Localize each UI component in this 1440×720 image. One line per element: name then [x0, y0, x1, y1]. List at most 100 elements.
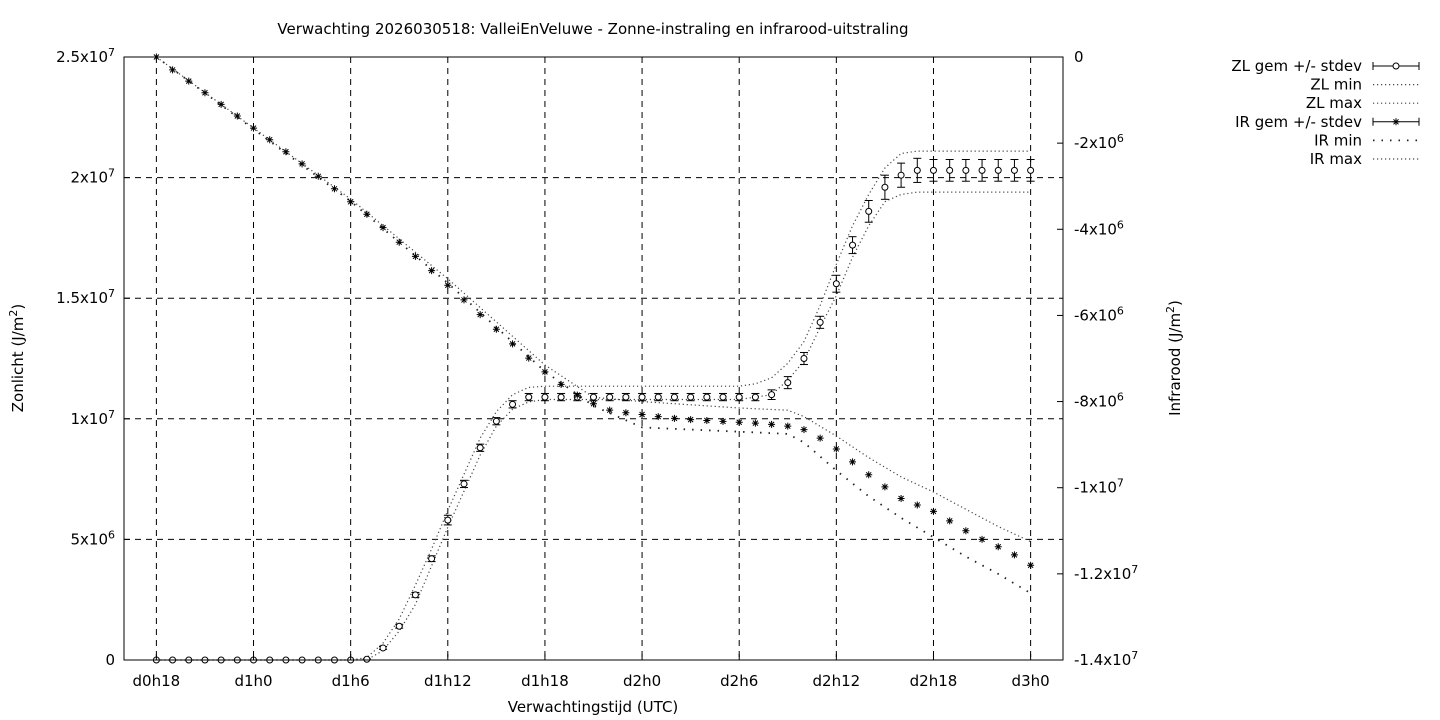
zl-point [557, 392, 566, 402]
ir-point [590, 400, 597, 408]
x-tick-label: d2h0 [623, 672, 661, 690]
zl-point [459, 479, 468, 489]
zl-point [832, 274, 841, 293]
series-line-zl-min [156, 191, 1031, 661]
zl-point [411, 591, 420, 599]
ir-point [395, 238, 403, 246]
ir-point [994, 543, 1002, 551]
y-tick-label: 1x107 [70, 408, 115, 428]
ir-point [217, 100, 225, 108]
ir-point [460, 296, 468, 304]
ir-point [735, 418, 743, 426]
ir-point [250, 124, 258, 132]
zl-point [476, 443, 485, 452]
ir-point [169, 66, 177, 74]
x-tick-label: d3h0 [1012, 672, 1050, 690]
ir-point [881, 483, 889, 491]
ir-point [865, 471, 873, 479]
x-tick-label: d0h18 [133, 672, 181, 690]
zl-point [621, 392, 630, 402]
legend-label: ZL min [1310, 76, 1362, 94]
legend-label: ZL max [1306, 94, 1362, 112]
zl-point [670, 392, 679, 402]
x-tick-label: d2h12 [813, 672, 861, 690]
zl-point [864, 200, 873, 223]
ir-point [363, 210, 371, 218]
ir-point [411, 252, 419, 260]
zl-point [880, 174, 889, 200]
series-line-zl-max [156, 150, 1031, 661]
y-axis-label: Zonlicht (J/m2) [7, 304, 27, 413]
ir-point [492, 325, 500, 333]
ir-point [816, 434, 824, 442]
zl-point [638, 392, 647, 402]
ir-point [233, 112, 241, 120]
zl-point [767, 389, 776, 401]
ir-point [314, 172, 322, 180]
min-max-envelopes [155, 56, 1032, 661]
grid-lines [124, 57, 1063, 660]
plot-frame [123, 56, 1064, 661]
ir-point [832, 445, 840, 453]
zl-point [362, 655, 371, 663]
ir-point [525, 354, 533, 362]
zl-point [508, 400, 517, 409]
zl-point [751, 392, 760, 402]
y2-tick-label: -1.2x107 [1074, 563, 1138, 583]
series-line-ir-min [155, 56, 1032, 594]
ir-point [913, 501, 921, 509]
ir-point [687, 416, 695, 424]
zl-point [978, 159, 987, 182]
ir-point [509, 340, 517, 348]
zl-point [524, 392, 533, 402]
zl-point [961, 159, 970, 182]
zl-point [540, 392, 549, 402]
x-tick-label: d2h18 [910, 672, 958, 690]
ir-point [330, 185, 338, 193]
zl-point [913, 157, 922, 183]
x-tick-label: d1h18 [521, 672, 569, 690]
y2-axis-label: Infrarood (J/m2) [1164, 300, 1184, 416]
ir-point [670, 414, 678, 422]
y2-tick-label: -2x106 [1074, 132, 1124, 152]
legend-label: IR max [1310, 150, 1362, 168]
ir-point [428, 267, 436, 275]
axes: d0h18 d1h0 d1h6 d1h12 d1h18 d2h0 d2h6 d2h12 d2h1… [7, 46, 1184, 690]
ir-point [347, 198, 355, 206]
x-tick-label: d1h0 [234, 672, 272, 690]
ir-point [703, 417, 711, 425]
y2-tick-label: 0 [1074, 48, 1084, 66]
zl-point [848, 236, 857, 255]
y-tick-label: 1.5x107 [56, 287, 115, 307]
y-tick-label: 5x106 [70, 528, 115, 548]
ir-point [654, 413, 662, 421]
ir-point [444, 281, 452, 289]
ir-point [638, 410, 646, 418]
y2-tick-label: -1.4x107 [1074, 649, 1138, 669]
zl-point [395, 622, 404, 630]
zl-point [1010, 159, 1019, 182]
x-tick-label: d1h12 [424, 672, 472, 690]
y2-tick-label: -4x106 [1074, 218, 1124, 238]
zl-point [719, 392, 728, 402]
x-tick-label: d2h6 [720, 672, 758, 690]
zl-point [379, 644, 388, 652]
data-points [152, 53, 1035, 664]
y2-tick-label: -8x106 [1074, 391, 1124, 411]
legend-label: ZL gem +/- stdev [1231, 57, 1362, 75]
ir-point [573, 391, 581, 399]
zl-point [897, 162, 906, 188]
ir-point [897, 494, 905, 502]
y-tick-label: 0 [105, 651, 115, 669]
y2-tick-label: -6x106 [1074, 304, 1124, 324]
ir-point [1027, 561, 1035, 569]
zl-point [605, 392, 614, 402]
ir-point [201, 89, 209, 97]
legend-label: IR gem +/- stdev [1235, 113, 1362, 131]
ir-point [849, 458, 857, 466]
zl-point [799, 351, 808, 366]
ir-point [751, 419, 759, 427]
zl-point [492, 417, 501, 426]
zl-point [702, 392, 711, 402]
